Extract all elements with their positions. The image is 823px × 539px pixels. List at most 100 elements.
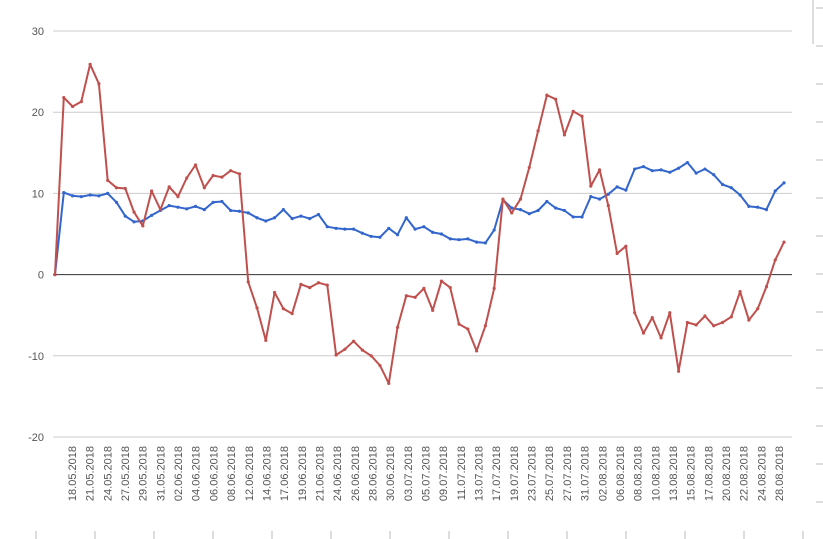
series-2-point [571, 109, 575, 113]
series-1-point [193, 204, 198, 208]
series-2-point [193, 163, 198, 167]
series-1-point [483, 241, 487, 245]
x-tick-label: 08.06.2018 [226, 446, 238, 501]
x-tick-label: 19.06.2018 [297, 446, 309, 501]
series-1-point [624, 188, 628, 192]
series-2-point [641, 331, 646, 335]
series-2-point [290, 311, 294, 316]
series-1-point [457, 238, 461, 242]
series-1-point [641, 165, 646, 169]
series-1-point [395, 233, 400, 237]
series-1-point [422, 225, 426, 229]
x-tick-label: 13.07.2018 [474, 446, 486, 501]
series-2-point [589, 184, 593, 188]
series-1-point [580, 215, 584, 219]
series-2-point [308, 285, 312, 290]
series-1-point [606, 192, 610, 196]
series-2-point [167, 185, 171, 189]
series-1-point [185, 207, 189, 211]
x-tick-label: 09.07.2018 [438, 446, 450, 501]
series-1-point [70, 194, 75, 198]
x-tick-label: 28.08.2018 [774, 446, 786, 501]
series-1-point [685, 160, 689, 165]
series-2-point [264, 338, 268, 342]
series-2-point [422, 286, 426, 291]
x-tick-label: 15.08.2018 [686, 446, 698, 501]
series-2-point [597, 168, 602, 172]
y-axis-ticks: -20 -10 0 10 20 30 [28, 26, 44, 444]
series-2-point [141, 224, 145, 228]
series-1-point [677, 166, 681, 170]
series-1-point [738, 193, 742, 197]
series-2-point [387, 381, 391, 386]
y-tick-label: 20 [32, 107, 44, 119]
series-2-point [448, 285, 452, 290]
series-1-point [474, 240, 479, 244]
series-1-point [123, 214, 127, 218]
series-1-point [510, 206, 514, 210]
series-1-point [79, 195, 83, 199]
series-1-point [255, 216, 259, 220]
series-2-point [316, 281, 321, 285]
series-2-point [782, 240, 786, 244]
series-2-point [492, 286, 496, 291]
series-1-point [290, 216, 294, 221]
series-1-point [431, 230, 435, 234]
y-tick-label: 0 [38, 270, 44, 282]
series-1-point [237, 209, 242, 213]
x-tick-label: 02.06.2018 [173, 446, 185, 501]
series-1-point [325, 225, 329, 229]
series-2-point [97, 82, 101, 86]
series-1-point [597, 197, 602, 201]
x-tick-label: 22.08.2018 [739, 446, 751, 501]
series-2-point [545, 93, 549, 97]
x-tick-label: 31.07.2018 [580, 446, 592, 501]
series-1-point [334, 226, 338, 230]
grid-lines [53, 30, 792, 438]
series-2-point [378, 363, 382, 368]
series-2-point [229, 169, 233, 173]
series-2-point [334, 353, 338, 357]
series-1-point [589, 195, 593, 199]
series-2-point [474, 349, 479, 353]
series-2-point [457, 322, 461, 326]
series-1-point [308, 216, 312, 221]
series-2-point [606, 203, 610, 208]
series-2-point [79, 100, 83, 104]
series-1-point [246, 211, 250, 215]
x-tick-label: 27.07.2018 [562, 446, 574, 501]
series-2-point [536, 129, 540, 133]
series-1-point [167, 203, 171, 208]
y-tick-label: 30 [32, 26, 44, 38]
series-1-point [132, 220, 136, 224]
series-1-point [527, 212, 531, 216]
series-1-point [369, 234, 373, 239]
y-tick-label: -20 [28, 432, 44, 444]
x-tick-label: 21.06.2018 [314, 446, 326, 501]
series-2-point [360, 348, 365, 352]
series-1-point [220, 199, 224, 204]
series-1-point [782, 181, 786, 185]
x-tick-label: 26.06.2018 [350, 446, 362, 501]
series-1-point [747, 204, 751, 208]
series-2-point [62, 95, 66, 100]
series-2-point [237, 172, 242, 176]
series-1-point [448, 237, 452, 241]
x-tick-label: 24.08.2018 [756, 446, 768, 501]
x-tick-label: 30.06.2018 [385, 446, 397, 501]
x-tick-label: 19.07.2018 [509, 446, 521, 501]
series-1-point [545, 199, 549, 204]
series-1-point [650, 169, 654, 173]
x-tick-label: 21.05.2018 [85, 446, 97, 501]
y-tick-label: 10 [32, 188, 44, 200]
series-2-point [325, 283, 329, 287]
series-2-point [220, 175, 224, 179]
x-tick-label: 25.07.2018 [544, 446, 556, 501]
series-2-point [70, 104, 75, 109]
x-tick-label: 06.06.2018 [208, 446, 220, 501]
series-1-point [764, 208, 769, 212]
series-2-point [501, 197, 505, 201]
x-tick-label: 04.06.2018 [191, 446, 203, 501]
series-2-point [343, 347, 347, 351]
x-tick-label: 17.07.2018 [491, 446, 503, 501]
